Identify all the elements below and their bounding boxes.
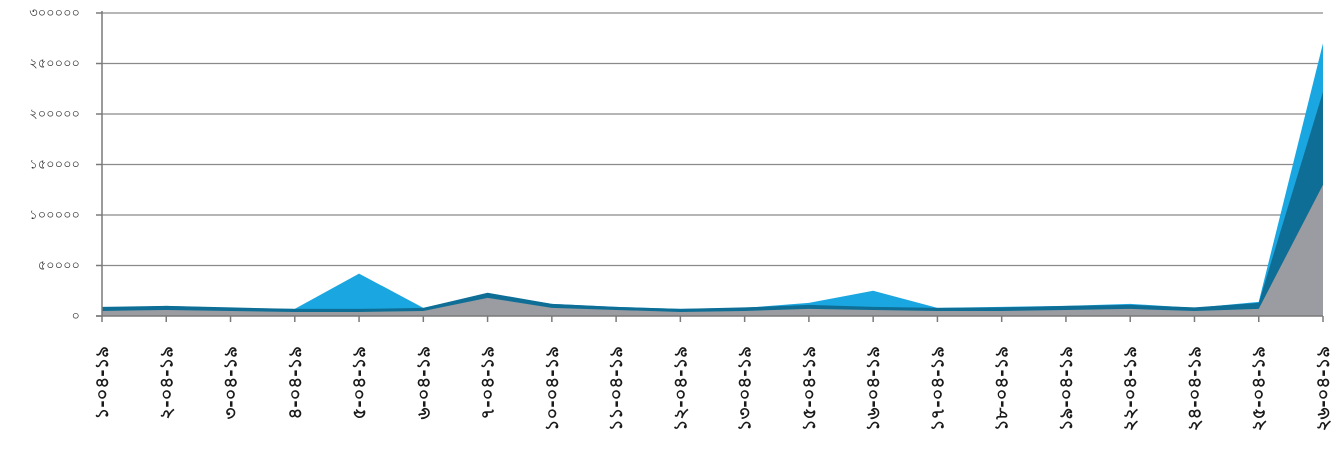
x-tick-label: ১১-০৪-১৯: [606, 346, 627, 431]
x-tick-label: ২৬-০৪-১৯: [1313, 346, 1334, 431]
x-tick-label: ৫-০৪-১৯: [349, 346, 370, 419]
y-tick-label: ১০০০০০: [29, 208, 80, 223]
x-tick-label: ৪-০৪-১৯: [285, 346, 306, 419]
y-tick-label: ৫০০০০: [38, 259, 80, 274]
x-tick-label: ১০-০৪-১৯: [542, 346, 563, 431]
axes: [96, 11, 1324, 322]
x-tick-label: ১৮-০৪-১৯: [992, 346, 1013, 431]
y-tick-label: ২৫০০০০: [29, 57, 80, 72]
x-tick-label: ৩-০৪-১৯: [221, 346, 242, 419]
x-axis-tick-labels: ১-০৪-১৯ ২-০৪-১৯ ৩-০৪-১৯ ৪-০৪-১৯ ৫-০৪-১৯ ৬-০৪-…: [92, 346, 1334, 431]
x-tick-label: ৭-০৪-১৯: [478, 346, 499, 419]
area-series-1: [102, 43, 1323, 317]
y-tick-label: ০: [72, 309, 80, 324]
y-tick-label: ১৫০০০০: [29, 158, 80, 173]
x-tick-label: ১-০৪-১৯: [92, 346, 113, 419]
y-tick-label: ৩০০০০০: [29, 6, 80, 21]
x-tick-label: ১৬-০৪-১৯: [863, 346, 884, 431]
x-tick-label: ২২-০৪-১৯: [1120, 346, 1141, 431]
area-series: [102, 43, 1323, 317]
x-tick-label: ১৯-০৪-১৯: [1056, 346, 1077, 431]
x-tick-label: ১২-০৪-১৯: [670, 346, 691, 431]
x-tick-label: ১৩-০৪-১৯: [735, 346, 756, 431]
area-series-2: [102, 91, 1323, 316]
x-tick-label: ১৫-০৪-১৯: [799, 346, 820, 431]
grid-lines: [102, 12, 1323, 267]
area-series-3: [102, 184, 1323, 316]
x-tick-label: ২-০৪-১৯: [156, 346, 177, 419]
x-tick-label: ২৫-০৪-১৯: [1249, 346, 1270, 431]
y-tick-label: ২০০০০০: [29, 107, 80, 122]
x-tick-label: ৬-০৪-১৯: [413, 346, 434, 419]
x-tick-label: ২৪-০৪-১৯: [1184, 346, 1205, 431]
x-tick-label: ১৭-০৪-১৯: [927, 346, 948, 431]
y-axis-tick-labels: ০ ৫০০০০ ১০০০০০ ১৫০০০০ ২০০০০০ ২৫০০০০ ৩০০০০০: [29, 6, 80, 324]
